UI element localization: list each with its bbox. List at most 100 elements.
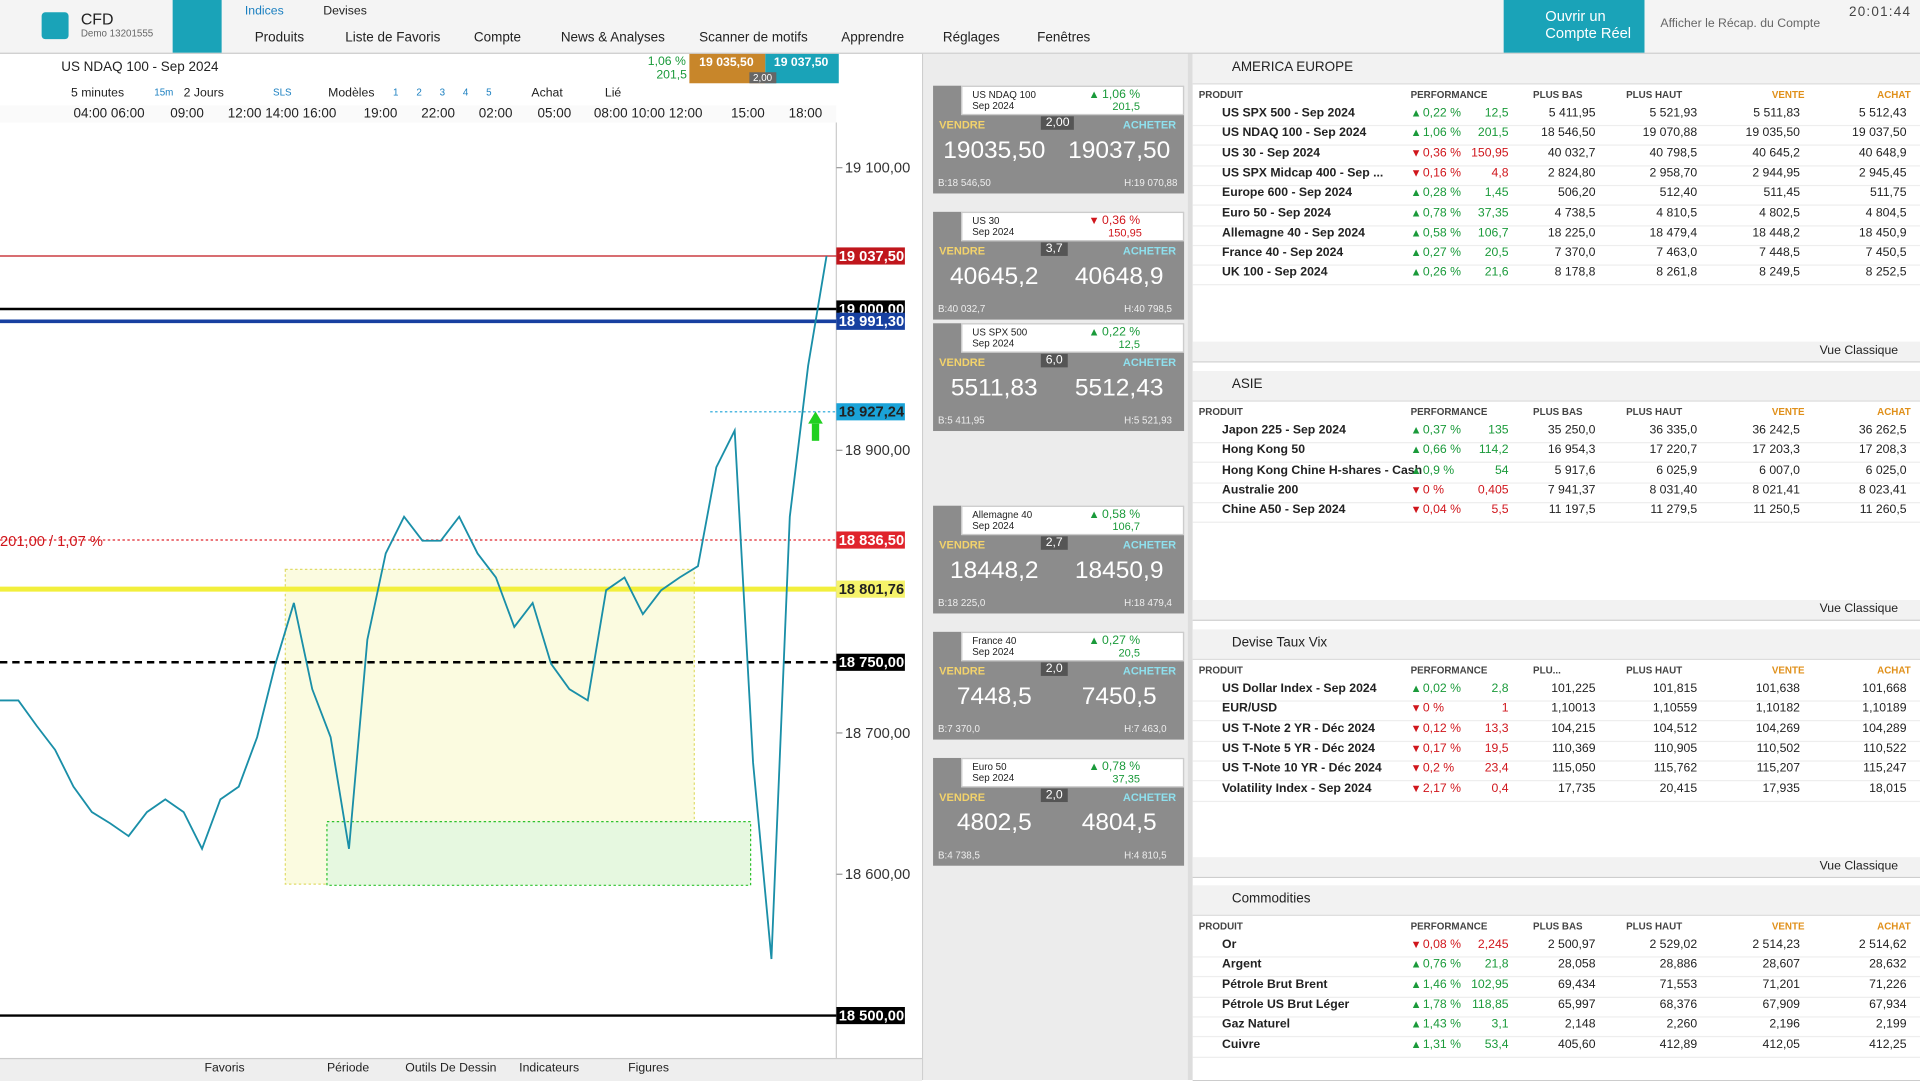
- toolbar-item[interactable]: 4: [462, 86, 469, 98]
- toolbar-item[interactable]: 5 minutes: [71, 86, 125, 101]
- toolbar-item[interactable]: 3: [439, 86, 446, 98]
- product-name[interactable]: Australie 200: [1222, 483, 1299, 498]
- product-name[interactable]: Hong Kong 50: [1222, 443, 1306, 458]
- menu-item[interactable]: Scanner de motifs: [699, 30, 808, 46]
- column-header[interactable]: PLUS HAUT: [1626, 89, 1683, 101]
- tab[interactable]: Indices: [244, 4, 284, 19]
- bottom-tab[interactable]: Période: [326, 1061, 370, 1076]
- product-name[interactable]: Chine A50 - Sep 2024: [1222, 503, 1346, 517]
- tile-buy[interactable]: 5512,43: [1074, 374, 1164, 402]
- product-name[interactable]: US Dollar Index - Sep 2024: [1222, 682, 1377, 696]
- column-header[interactable]: PERFORMANCE: [1410, 89, 1488, 101]
- open-account-button[interactable]: [1503, 0, 1645, 53]
- column-header[interactable]: PRODUIT: [1198, 89, 1243, 101]
- column-header[interactable]: VENTE: [1771, 89, 1805, 101]
- tile-buy[interactable]: 18450,9: [1074, 557, 1164, 585]
- menu-item[interactable]: Fenêtres: [1037, 30, 1091, 46]
- sell[interactable]: 19 035,50: [699, 56, 754, 70]
- search-button[interactable]: [172, 0, 222, 53]
- column-header[interactable]: PERFORMANCE: [1410, 406, 1488, 418]
- product-name[interactable]: Europe 600 - Sep 2024: [1222, 186, 1353, 200]
- product-name[interactable]: US NDAQ 100 - Sep 2024: [1222, 126, 1367, 140]
- product-name[interactable]: US 30 - Sep 2024: [1222, 146, 1321, 160]
- tile-sell[interactable]: 19035,50: [943, 137, 1046, 165]
- bottom-tab[interactable]: Indicateurs: [519, 1061, 580, 1076]
- view-toggle[interactable]: Vue Classique: [1819, 344, 1899, 358]
- menu-item[interactable]: Apprendre: [841, 30, 905, 46]
- product-name[interactable]: US SPX 500 - Sep 2024: [1222, 106, 1355, 121]
- menu-item[interactable]: News & Analyses: [560, 30, 665, 46]
- product-name[interactable]: France 40 - Sep 2024: [1222, 246, 1344, 260]
- product-name[interactable]: Volatility Index - Sep 2024: [1222, 781, 1372, 796]
- toolbar-item[interactable]: 2 Jours: [183, 86, 224, 101]
- column-header[interactable]: ACHAT: [1877, 920, 1911, 932]
- toolbar-item[interactable]: 5: [486, 86, 492, 98]
- instrument[interactable]: US NDAQ 100 - Sep 2024: [61, 60, 219, 75]
- buy-box[interactable]: [765, 53, 839, 84]
- panel-title[interactable]: AMERICA EUROPE: [1231, 60, 1354, 75]
- column-header[interactable]: PLUS BAS: [1533, 406, 1583, 418]
- tile-buy[interactable]: 4804,5: [1081, 809, 1157, 837]
- menu-item[interactable]: Compte: [473, 30, 522, 46]
- tile-sell[interactable]: 18448,2: [950, 557, 1039, 585]
- account-summary[interactable]: Afficher le Récap. du Compte: [1660, 17, 1821, 31]
- view-toggle[interactable]: Vue Classique: [1819, 859, 1899, 874]
- tile-sell[interactable]: 7448,5: [956, 683, 1032, 711]
- product-name[interactable]: US T-Note 5 YR - Déc 2024: [1222, 741, 1375, 756]
- column-header[interactable]: PLUS BAS: [1533, 89, 1583, 101]
- product-name[interactable]: Japon 225 - Sep 2024: [1222, 423, 1346, 438]
- product-name[interactable]: US T-Note 10 YR - Déc 2024: [1222, 761, 1382, 776]
- bottom-tab[interactable]: Favoris: [204, 1061, 245, 1076]
- column-header[interactable]: VENTE: [1771, 406, 1805, 418]
- view-toggle[interactable]: Vue Classique: [1819, 602, 1899, 616]
- bottom-tab[interactable]: Outils De Dessin: [405, 1061, 497, 1076]
- column-header[interactable]: PRODUIT: [1198, 920, 1243, 932]
- tile-sell[interactable]: 40645,2: [950, 263, 1039, 291]
- product-name[interactable]: Pétrole Brut Brent: [1222, 977, 1328, 992]
- column-header[interactable]: ACHAT: [1877, 89, 1911, 101]
- panel-title[interactable]: Commodities: [1231, 891, 1311, 907]
- product-name[interactable]: Gaz Naturel: [1222, 1017, 1291, 1032]
- column-header[interactable]: PLUS HAUT: [1626, 664, 1683, 676]
- column-header[interactable]: PRODUIT: [1198, 664, 1243, 676]
- menu-item[interactable]: Réglages: [942, 30, 1000, 46]
- column-header[interactable]: ACHAT: [1877, 664, 1911, 676]
- bottom-tab[interactable]: Figures: [628, 1061, 670, 1076]
- toolbar-item[interactable]: Achat: [531, 86, 563, 101]
- product-name[interactable]: US T-Note 2 YR - Déc 2024: [1222, 721, 1375, 736]
- column-header[interactable]: VENTE: [1771, 920, 1805, 932]
- buy[interactable]: 19 037,50: [773, 56, 829, 70]
- product-name[interactable]: Cuivre: [1222, 1037, 1261, 1052]
- column-header[interactable]: PERFORMANCE: [1410, 920, 1488, 932]
- tile-buy[interactable]: 19037,50: [1068, 137, 1171, 165]
- toolbar-item[interactable]: 1: [393, 86, 399, 98]
- column-header[interactable]: PERFORMANCE: [1410, 664, 1488, 676]
- column-header[interactable]: ACHAT: [1877, 406, 1911, 418]
- tile-buy[interactable]: 40648,9: [1074, 263, 1164, 291]
- tile-buy[interactable]: 7450,5: [1081, 683, 1157, 711]
- product-name[interactable]: Pétrole US Brut Léger: [1222, 997, 1350, 1012]
- product-name[interactable]: Or: [1222, 937, 1237, 952]
- product-name[interactable]: Allemagne 40 - Sep 2024: [1222, 226, 1365, 240]
- panel-title[interactable]: ASIE: [1231, 377, 1263, 392]
- product-name[interactable]: UK 100 - Sep 2024: [1222, 266, 1328, 280]
- column-header[interactable]: PLUS BAS: [1533, 920, 1583, 932]
- product-name[interactable]: Argent: [1222, 957, 1262, 972]
- column-header[interactable]: PLU...: [1533, 664, 1561, 676]
- product-name[interactable]: US SPX Midcap 400 - Sep ...: [1222, 166, 1384, 180]
- menu-item[interactable]: Produits: [254, 30, 305, 46]
- open-account[interactable]: Ouvrir un Compte Réel: [1545, 7, 1632, 42]
- panel-title[interactable]: Devise Taux Vix: [1231, 635, 1328, 651]
- menu-item[interactable]: Liste de Favoris: [345, 30, 441, 46]
- toolbar-item[interactable]: SLS: [273, 86, 292, 98]
- column-header[interactable]: PLUS HAUT: [1626, 406, 1683, 418]
- toolbar-item[interactable]: 2: [416, 86, 422, 98]
- column-header[interactable]: PLUS HAUT: [1626, 920, 1683, 932]
- product-name[interactable]: Hong Kong Chine H-shares - Cash: [1222, 463, 1423, 478]
- column-header[interactable]: VENTE: [1771, 664, 1805, 676]
- product-name[interactable]: EUR/USD: [1222, 701, 1278, 716]
- product-name[interactable]: Euro 50 - Sep 2024: [1222, 206, 1331, 220]
- toolbar-item[interactable]: Lié: [604, 86, 622, 101]
- toolbar-item[interactable]: Modèles: [328, 86, 375, 101]
- tab[interactable]: Devises: [323, 4, 367, 19]
